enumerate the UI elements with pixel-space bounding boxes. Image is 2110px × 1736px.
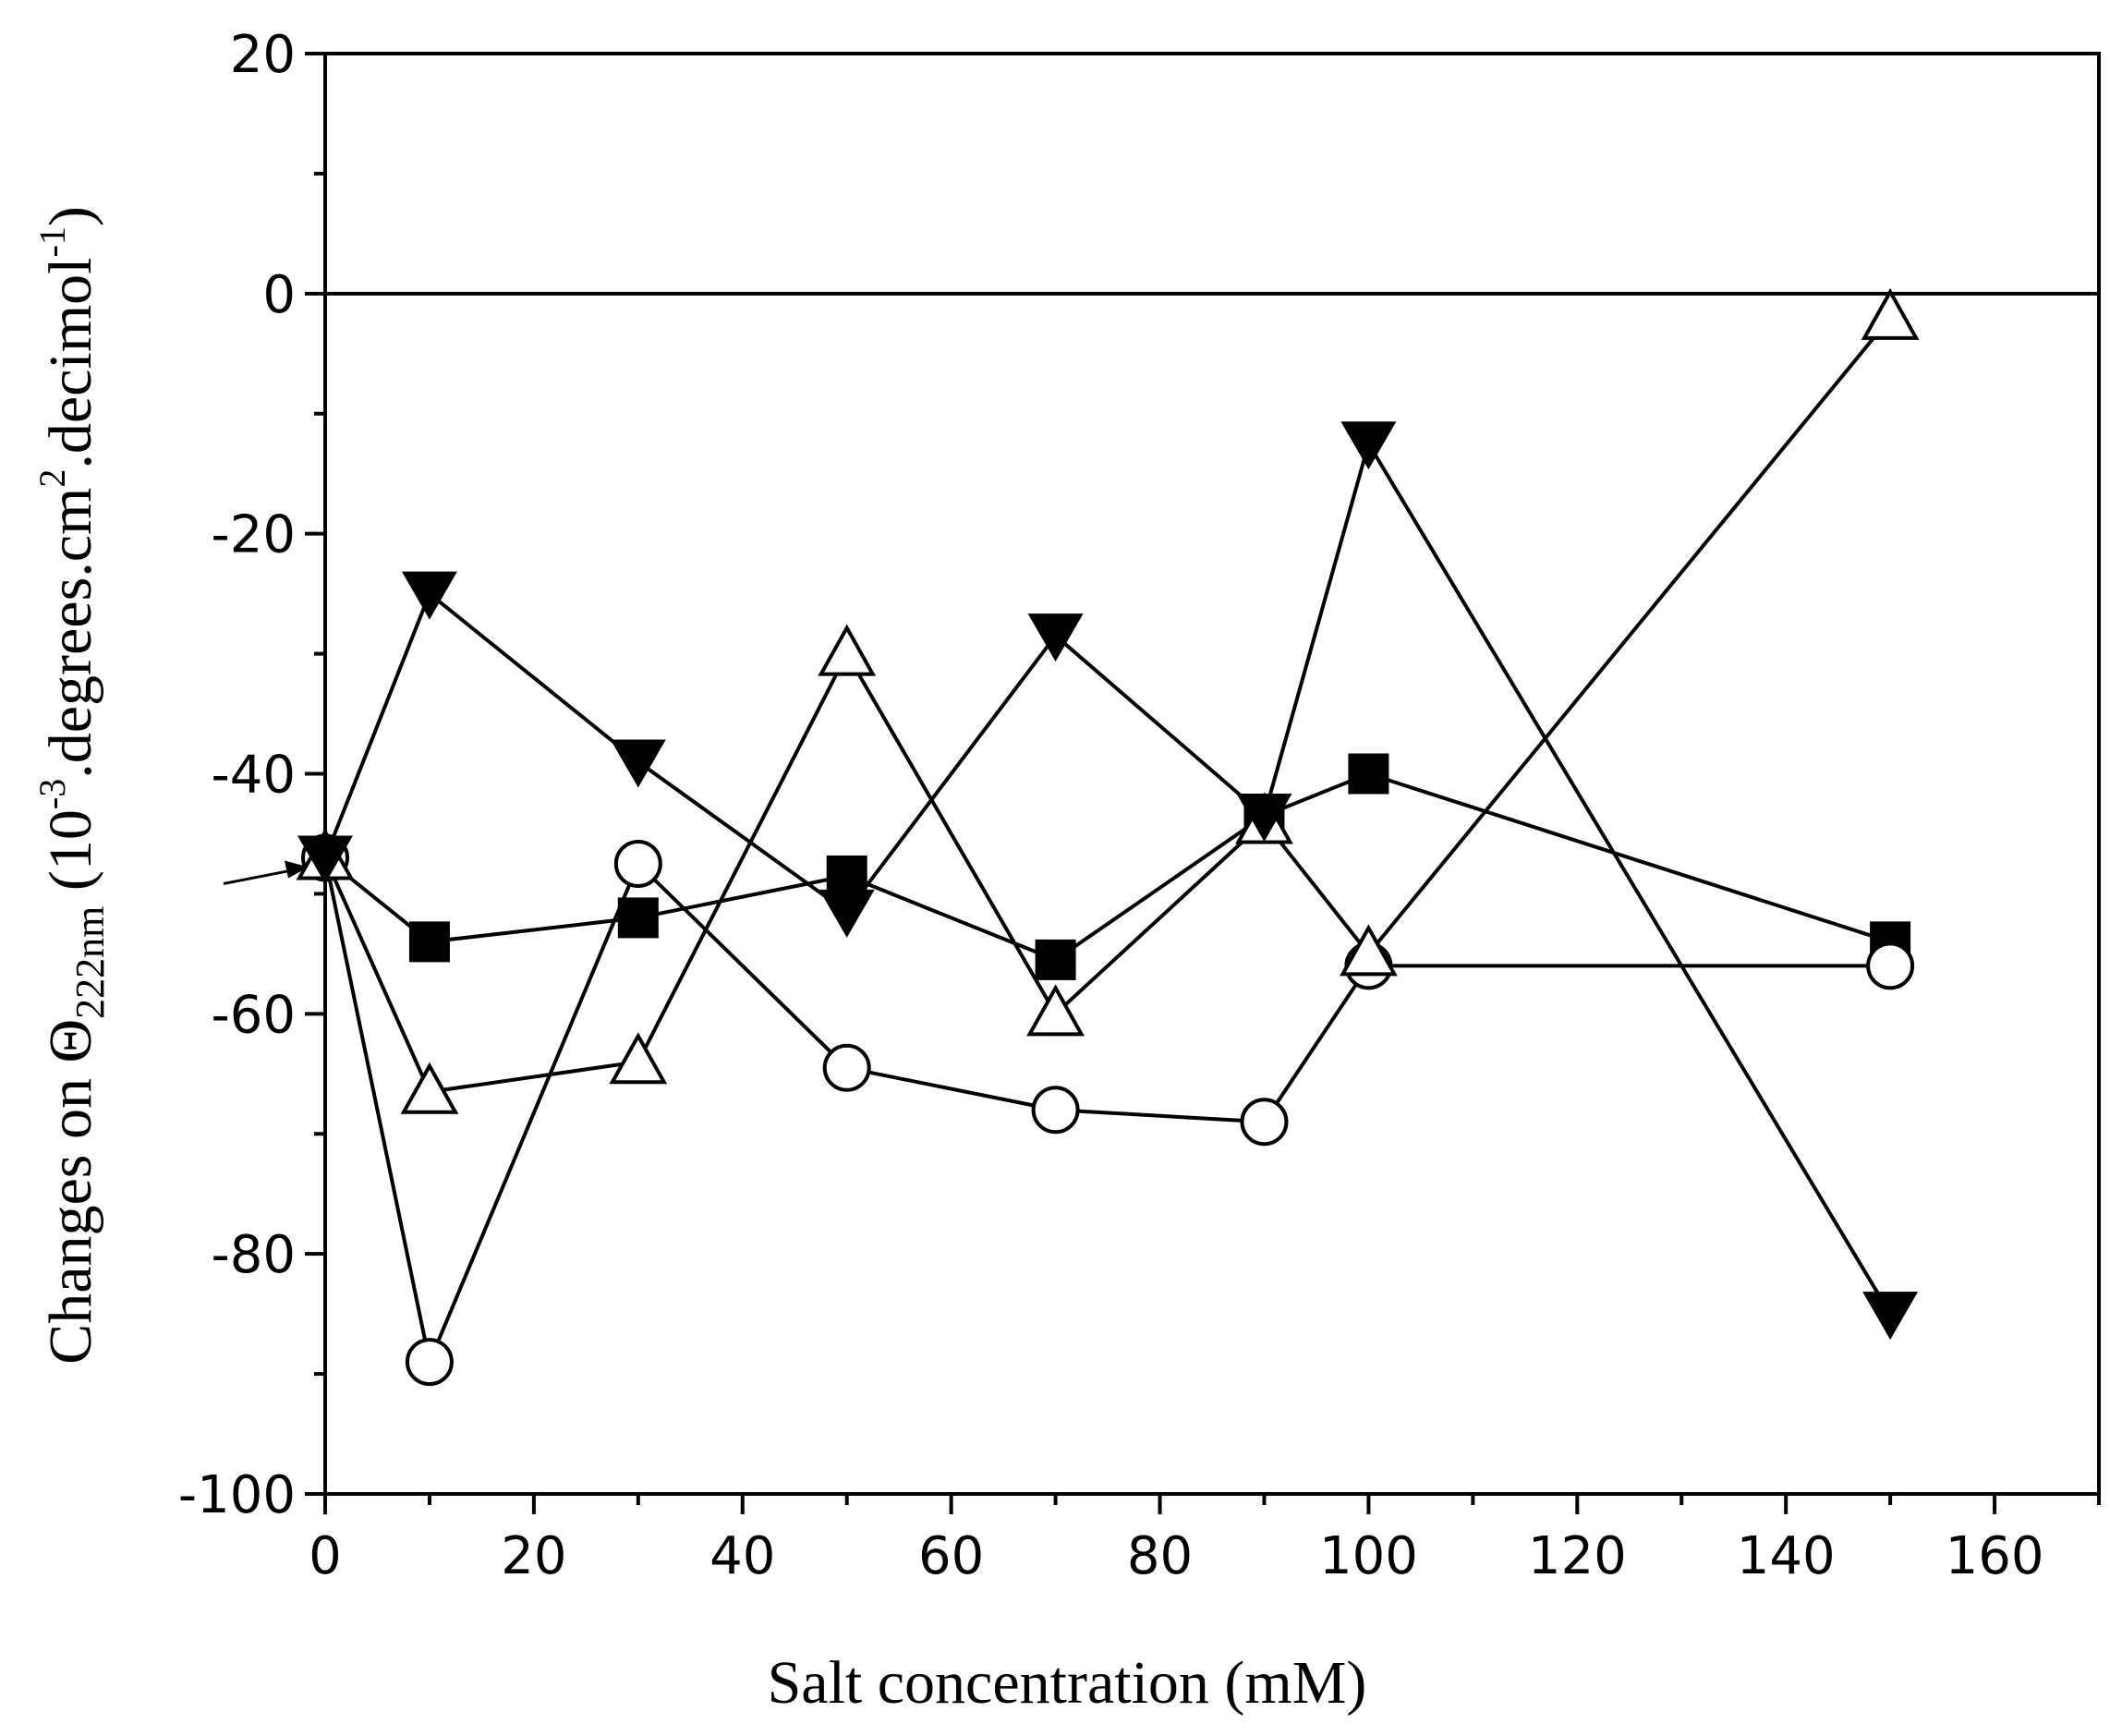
- data-point-series-4: [1340, 421, 1397, 470]
- series-line-4: [323, 439, 1892, 1316]
- x-tick-label: 140: [1737, 1526, 1836, 1586]
- y-axis-title-mid: .degrees.cm: [37, 488, 104, 779]
- tick-labels: 0 20 40 60 80 100 120 140 160 20 0 -20 -40 -60 -80 -100: [178, 25, 2044, 1586]
- y-tick-label: 0: [262, 265, 296, 325]
- data-point-series-4: [610, 739, 666, 788]
- y-axis-title-close: ): [37, 206, 104, 226]
- data-point-series-4: [401, 571, 457, 620]
- data-point-series-1: [826, 855, 867, 896]
- data-point-series-1: [1035, 939, 1076, 980]
- y-tick-label: -100: [178, 1465, 296, 1525]
- x-tick-label: 20: [501, 1526, 566, 1586]
- y-axis-title-open: (10: [37, 809, 104, 905]
- series-layer: [296, 287, 1920, 1387]
- x-tick-label: 0: [309, 1526, 342, 1586]
- arrow-indicator-head: [285, 860, 309, 879]
- plot-frame: [323, 52, 2101, 1496]
- x-tick-label: 160: [1946, 1526, 2044, 1586]
- data-point-series-3: [1861, 287, 1920, 340]
- data-point-series-2: [1240, 1098, 1289, 1147]
- series-line-3: [323, 316, 1892, 1094]
- y-axis-title: Changes on Θ222nm (10-3.degrees.cm2.deci…: [31, 206, 113, 1365]
- x-tick-label: 80: [1127, 1526, 1193, 1586]
- x-tick-label: 120: [1528, 1526, 1627, 1586]
- y-axis-title-exp1: -3: [31, 779, 73, 809]
- data-point-series-3: [609, 1032, 668, 1085]
- y-axis-title-theta: Θ: [37, 1019, 104, 1063]
- data-point-series-3: [818, 624, 877, 676]
- series-line-2: [323, 857, 1891, 1368]
- y-axis-title-prefix: Changes on: [37, 1063, 104, 1365]
- y-tick-label: 20: [230, 25, 296, 85]
- data-point-series-4: [1027, 613, 1084, 662]
- data-point-series-2: [405, 1338, 454, 1387]
- y-axis-title-exp2: 2: [31, 469, 73, 488]
- y-axis-title-subscript: 222nm: [67, 906, 113, 1019]
- data-point-series-4: [1236, 793, 1292, 842]
- data-point-series-2: [613, 839, 662, 888]
- data-point-series-1: [408, 921, 450, 963]
- x-tick-label: 40: [709, 1526, 775, 1586]
- data-point-series-3: [1339, 924, 1398, 977]
- data-point-series-3: [1026, 984, 1085, 1037]
- series-line-1: [323, 771, 1891, 963]
- axes-layer: [223, 52, 2101, 1514]
- y-tick-label: -80: [212, 1225, 296, 1285]
- y-axis-title-exp3: -1: [31, 226, 73, 257]
- data-point-series-2: [822, 1043, 871, 1092]
- y-axis-title-tail: .decimol: [37, 258, 104, 469]
- x-tick-label: 100: [1319, 1526, 1418, 1586]
- data-point-series-2: [1031, 1086, 1080, 1135]
- data-point-series-4: [819, 889, 875, 938]
- data-point-series-2: [1866, 941, 1915, 990]
- x-axis-title: Salt concentration (mM): [768, 1649, 1367, 1717]
- data-point-series-4: [1862, 1292, 1919, 1341]
- x-tick-label: 60: [918, 1526, 984, 1586]
- y-tick-label: -20: [212, 505, 296, 565]
- data-point-series-3: [400, 1062, 459, 1114]
- y-tick-label: -60: [212, 985, 296, 1045]
- y-tick-label: -40: [212, 746, 296, 806]
- arrow-indicator-shaft: [223, 868, 291, 885]
- data-point-series-1: [617, 897, 659, 939]
- data-point-series-1: [1348, 753, 1389, 795]
